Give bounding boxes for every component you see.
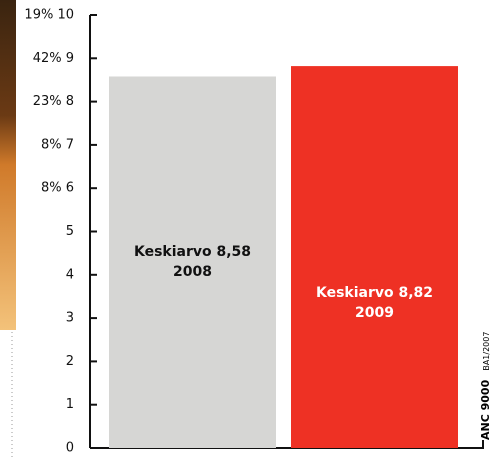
y-tick-label: 1	[66, 397, 74, 412]
y-tick-label: 5	[66, 224, 74, 239]
y-tick-label: 23% 8	[33, 94, 74, 109]
y-tick-label: 2	[66, 354, 74, 369]
y-tick-label: 8% 6	[41, 181, 74, 196]
y-tick-label: 42% 9	[33, 51, 74, 66]
value-label: Keskiarvo 8,82	[316, 285, 433, 301]
bar	[291, 66, 458, 448]
y-tick-label: 0	[66, 441, 74, 456]
source-code: BA1/2007	[482, 332, 491, 371]
y-tick-label: 8% 7	[41, 137, 74, 152]
photo-strip	[0, 0, 16, 330]
category-label: 2009	[355, 305, 394, 321]
source-name: ANC 9000	[479, 379, 492, 440]
value-label: Keskiarvo 8,58	[134, 244, 251, 260]
bar	[109, 76, 276, 448]
category-label: 2008	[173, 264, 212, 280]
y-tick-label: 3	[66, 311, 74, 326]
chart: 0 1 2 3 4 5 8% 6 8% 7 23% 8 42% 9 19% 10 Keskiarvo …	[0, 0, 495, 457]
source: ANC 9000 BA1/2007	[476, 332, 495, 440]
y-tick-label: 4	[66, 267, 74, 282]
y-tick-label: 19% 10	[24, 8, 74, 23]
plot: 0 1 2 3 4 5 8% 6 8% 7 23% 8 42% 9 19% 10 Keskiarvo …	[24, 8, 483, 456]
